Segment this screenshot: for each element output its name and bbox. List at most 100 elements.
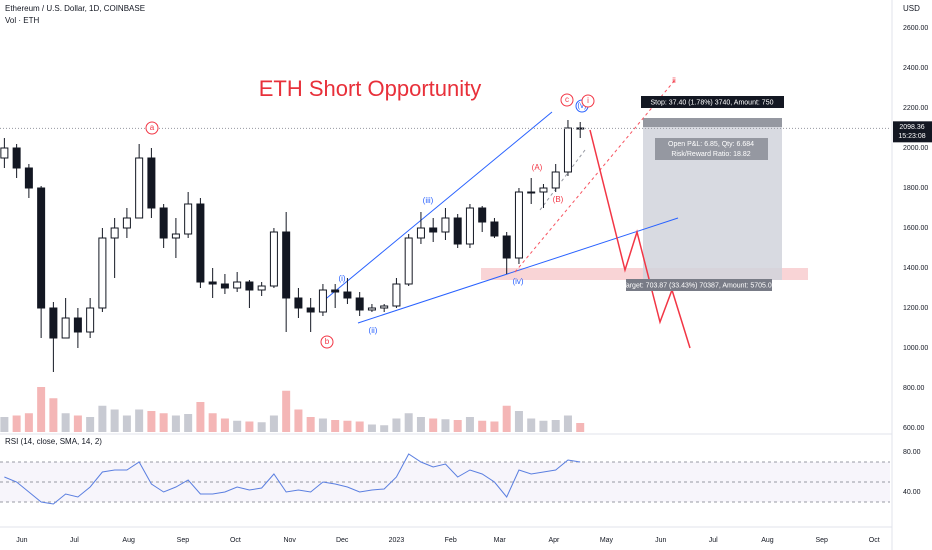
candle-body [441, 217, 450, 233]
volume-bar [61, 413, 70, 432]
pnl-text: Open P&L: 6.85, Qty: 6.684 [668, 141, 754, 148]
volume-bar [24, 413, 33, 432]
candle-body [24, 167, 33, 189]
y-tick-label: 2200.00 [903, 105, 928, 112]
volume-bar [478, 420, 487, 432]
x-tick-label: Feb [445, 537, 457, 544]
candle-body [110, 227, 119, 239]
target-text: Target: 703.87 (33.43%) 70387, Amount: 5… [622, 282, 775, 289]
wave-label: (ii) [369, 326, 378, 335]
candle-body [122, 217, 131, 229]
chart-title: Ethereum / U.S. Dollar, 1D, COINBASE [5, 4, 145, 13]
projection-path [589, 129, 691, 349]
wave-label: (A) [532, 163, 543, 172]
stop-text: Stop: 37.40 (1.78%) 3740, Amount: 750 [651, 99, 774, 106]
wave-circle [560, 93, 574, 107]
volume-bar [171, 415, 180, 432]
rsi-tick-label: 40.00 [903, 489, 921, 496]
x-tick-label: Oct [869, 537, 880, 544]
volume-bar [196, 402, 205, 432]
volume-bar [110, 409, 119, 432]
wave-label: i [587, 96, 589, 105]
volume-bar [257, 422, 266, 432]
volume-bar [184, 414, 193, 432]
target-box [626, 279, 772, 291]
y-tick-label: 1600.00 [903, 225, 928, 232]
volume-bar [576, 423, 585, 432]
candle-body [563, 127, 572, 173]
upper-trendline [321, 111, 553, 303]
wave-label: ii [672, 76, 676, 85]
candle-body [539, 187, 548, 193]
candle-body [269, 231, 278, 287]
volume-bar [220, 418, 229, 432]
candle-body [306, 307, 315, 313]
volume-bar [563, 415, 572, 432]
volume-bar [49, 398, 58, 432]
volume-bar [453, 420, 462, 432]
wave-circle [320, 335, 334, 349]
rsi-tick-label: 80.00 [903, 449, 921, 456]
candle-body [355, 297, 364, 311]
candle-body [73, 317, 82, 333]
volume-bar [147, 411, 156, 432]
candle-body [416, 227, 425, 239]
wave-circle [581, 94, 595, 108]
volume-bar [331, 420, 340, 432]
candle-body [208, 281, 217, 285]
candle-body [343, 291, 352, 299]
volume-bar [392, 418, 401, 432]
pnl-box [655, 138, 768, 160]
stop-box [641, 96, 784, 108]
candle-body [98, 237, 107, 309]
wave-circle [145, 121, 159, 135]
wave-label: (i) [338, 274, 345, 283]
volume-bar [294, 409, 303, 432]
candle-body [318, 289, 327, 313]
volume-bar [0, 417, 9, 432]
candle-body [49, 307, 58, 339]
x-tick-label: Aug [122, 537, 135, 544]
wave-label: (B) [553, 195, 564, 204]
y-tick-label: 800.00 [903, 385, 925, 392]
volume-bar [355, 421, 364, 432]
x-tick-label: Jul [70, 537, 79, 544]
channel-dashed [539, 149, 586, 211]
candle-body [37, 187, 46, 309]
x-tick-label: Sep [177, 537, 190, 544]
candle-body [453, 217, 462, 245]
x-tick-label: May [600, 537, 614, 544]
candle-body [527, 191, 536, 194]
volume-bar [539, 420, 548, 432]
volume-bar [343, 420, 352, 432]
volume-bar [514, 411, 523, 432]
candle-body [478, 207, 487, 223]
x-tick-label: Aug [761, 537, 774, 544]
x-tick-label: Jun [655, 537, 666, 544]
candle-body [465, 207, 474, 245]
last-price-label: 2098.36 [899, 124, 924, 131]
candle-body [233, 281, 242, 289]
candle-body [61, 317, 70, 339]
volume-bar [416, 417, 425, 432]
candle-body [331, 289, 340, 293]
candle-body [159, 207, 168, 239]
x-tick-label: Sep [816, 537, 829, 544]
y-tick-label: 2400.00 [903, 65, 928, 72]
volume-bar [318, 418, 327, 432]
last-price-box [893, 121, 932, 143]
volume-bar [12, 415, 21, 432]
volume-bar [490, 421, 499, 432]
volume-bar [465, 417, 474, 432]
candle-body [86, 307, 95, 333]
volume-bar [527, 418, 536, 432]
volume-bar [135, 409, 144, 432]
candle-body [245, 281, 254, 291]
candle-body [514, 191, 523, 259]
wave-label: (v) [577, 101, 587, 110]
candle-body [380, 305, 389, 309]
stop-zone [643, 118, 782, 127]
volume-label: Vol · ETH [5, 16, 39, 25]
volume-bar [269, 415, 278, 432]
x-tick-label: Oct [230, 537, 241, 544]
